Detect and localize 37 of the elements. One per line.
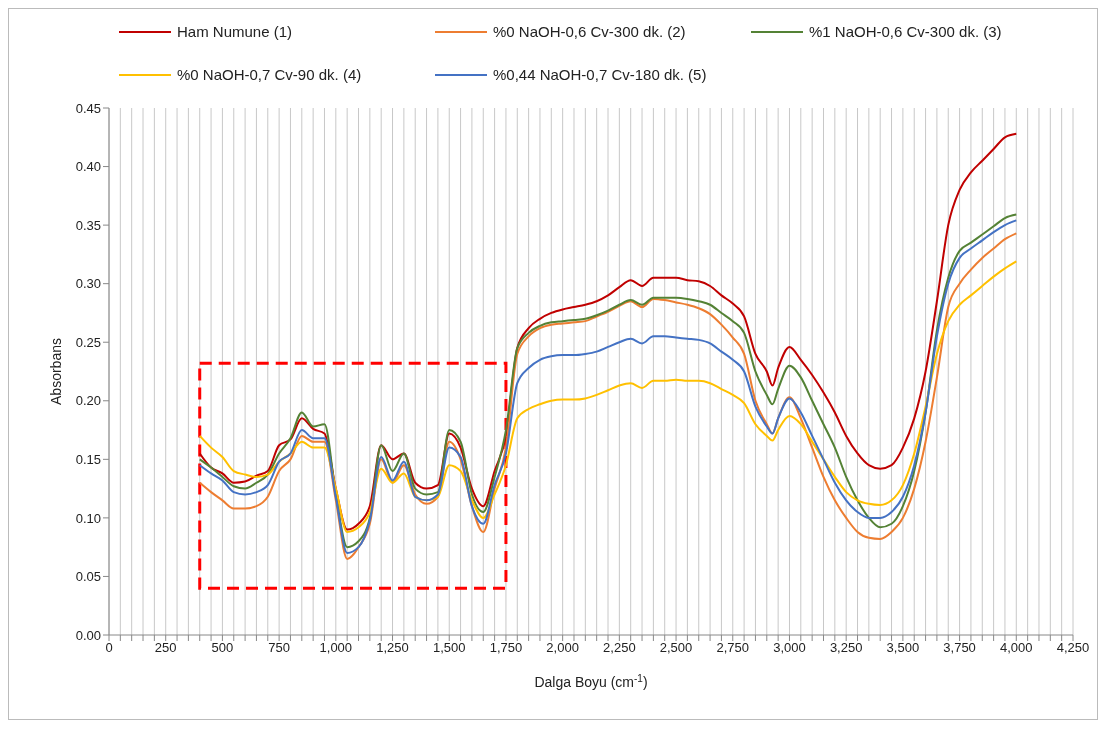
x-tick-label: 2,750 [716, 640, 750, 656]
y-tick-label: 0.30 [75, 276, 101, 292]
line-series [198, 132, 1018, 531]
legend-label: Ham Numune (1) [177, 23, 293, 40]
y-tick-label: 0.00 [75, 627, 101, 643]
legend-label: %0 NaOH-0,6 Cv-300 dk. (2) [493, 23, 686, 40]
x-tick-label: 2,250 [603, 640, 636, 656]
x-tick-label: 500 [211, 640, 234, 656]
y-tick-label: 0.15 [75, 451, 101, 467]
y-tick-label: 0.35 [75, 217, 101, 233]
legend-label: %0 NaOH-0,7 Cv-90 dk. (4) [177, 66, 362, 83]
x-tick-label: 3,500 [886, 640, 920, 656]
legend-label: %1 NaOH-0,6 Cv-300 dk. (3) [809, 23, 1002, 40]
x-axis-title: Dalga Boyu (cm$^{-1}$) [534, 672, 648, 690]
x-tick-label: 1,000 [319, 640, 353, 656]
x-tick-label: 3,250 [829, 640, 863, 656]
x-tick-label: 1,500 [432, 640, 466, 656]
x-tick-label: 2,000 [546, 640, 579, 656]
x-tick-label: 750 [268, 640, 290, 656]
x-tick-label: 1,750 [489, 640, 523, 656]
x-tick-label: 250 [154, 640, 177, 656]
x-tick-label: 4,000 [1000, 640, 1033, 656]
y-tick-label: 0.05 [75, 569, 101, 585]
y-tick-label: 0.45 [75, 100, 101, 116]
x-tick-label: 0 [105, 640, 113, 656]
y-tick-label: 0.20 [75, 393, 101, 409]
x-tick-label: 3,750 [943, 640, 976, 656]
x-tick-label: 3,000 [773, 640, 806, 656]
x-tick-label: 2,500 [659, 640, 693, 656]
y-tick-label: 0.40 [75, 159, 101, 175]
x-tick-label: 4,250 [1056, 640, 1090, 656]
legend-label: %0,44 NaOH-0,7 Cv-180 dk. (5) [493, 66, 707, 83]
y-axis-title: Absorbans [48, 338, 64, 405]
x-tick-label: 1,250 [376, 640, 409, 656]
line-series [198, 260, 1018, 533]
y-tick-label: 0.10 [75, 510, 101, 526]
y-tick-label: 0.25 [75, 334, 101, 350]
